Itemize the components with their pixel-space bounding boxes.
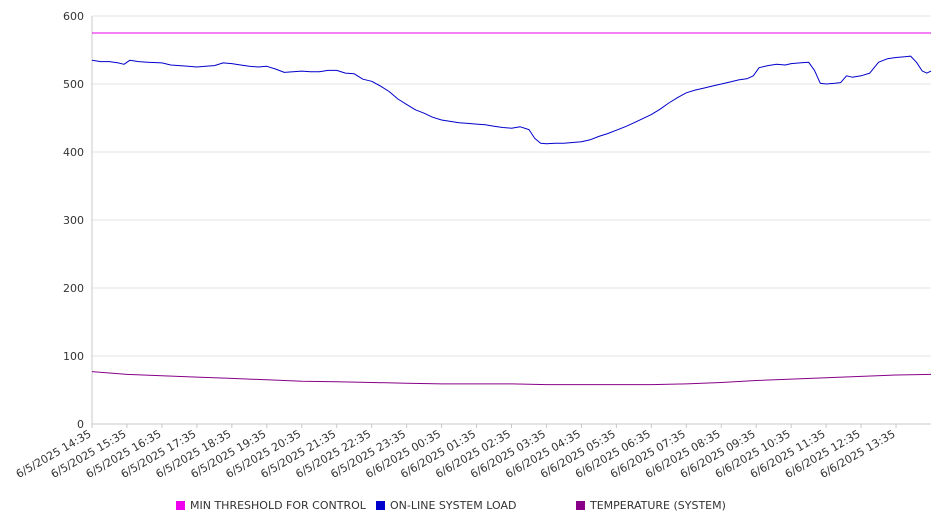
legend-item-1[interactable]: ON-LINE SYSTEM LOAD — [376, 499, 516, 512]
y-tick-label: 0 — [77, 418, 84, 431]
axes — [91, 16, 931, 428]
y-tick-label: 600 — [63, 10, 84, 23]
y-tick-label: 200 — [63, 282, 84, 295]
legend-swatch — [376, 501, 385, 510]
legend-item-0[interactable]: MIN THRESHOLD FOR CONTROL — [176, 499, 367, 512]
legend[interactable]: MIN THRESHOLD FOR CONTROL ON-LINE SYSTEM … — [176, 499, 726, 512]
series-lines — [91, 32, 932, 386]
y-tick-label: 500 — [63, 78, 84, 91]
x-axis-tick-labels: 6/5/2025 14:356/5/2025 15:356/5/2025 16:… — [14, 427, 898, 481]
series-line-1 — [91, 55, 932, 145]
legend-swatch — [176, 501, 185, 510]
y-tick-label: 300 — [63, 214, 84, 227]
gridlines — [92, 15, 931, 357]
legend-label: TEMPERATURE (SYSTEM) — [589, 499, 726, 512]
series-line-2 — [91, 371, 932, 386]
y-tick-label: 100 — [63, 350, 84, 363]
y-tick-label: 400 — [63, 146, 84, 159]
legend-label: MIN THRESHOLD FOR CONTROL — [190, 499, 367, 512]
legend-label: ON-LINE SYSTEM LOAD — [390, 499, 516, 512]
legend-item-2[interactable]: TEMPERATURE (SYSTEM) — [576, 499, 726, 512]
legend-swatch — [576, 501, 585, 510]
y-axis-tick-labels: 0 100 200 300 400 500 600 — [63, 10, 84, 431]
